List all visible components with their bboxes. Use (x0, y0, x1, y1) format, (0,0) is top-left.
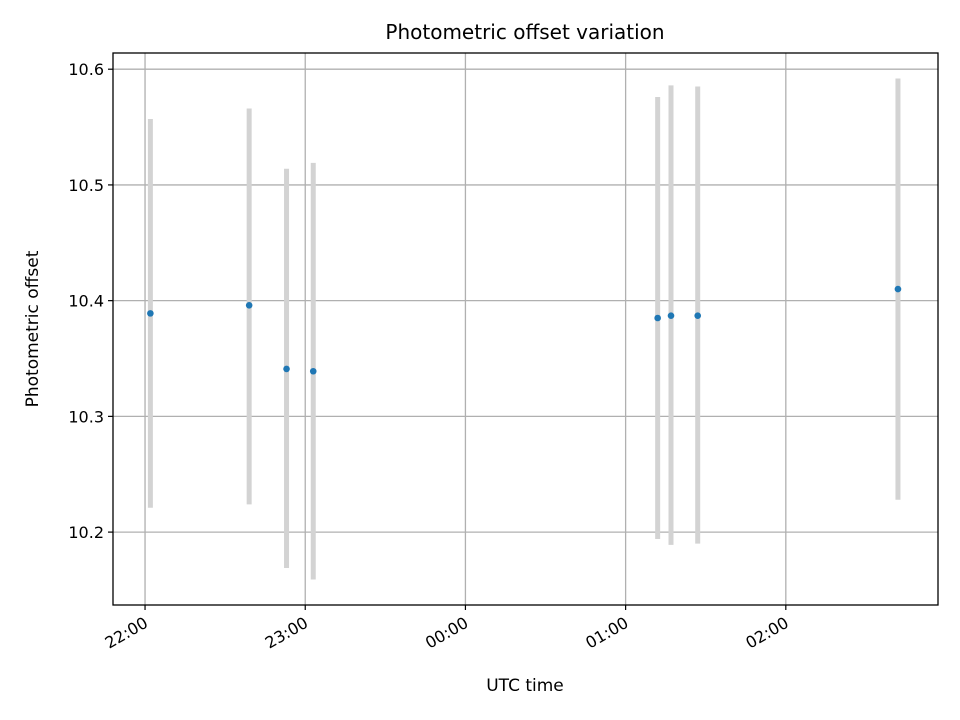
axes-frame (112, 52, 939, 606)
data-point (654, 314, 661, 322)
data-point (309, 367, 317, 375)
y-tick-label: 10.2 (68, 523, 104, 542)
data-point (694, 312, 702, 319)
data-point (245, 301, 253, 309)
data-point (283, 365, 290, 373)
data-point (147, 310, 154, 317)
chart-title: Photometric offset variation (385, 20, 664, 44)
x-axis-label: UTC time (486, 676, 564, 696)
y-tick-label: 10.4 (68, 292, 104, 311)
y-tick-label: 10.6 (68, 60, 104, 79)
data-point (894, 285, 902, 293)
data-point (667, 312, 675, 319)
y-axis-label: Photometric offset (23, 250, 43, 407)
y-tick-label: 10.3 (68, 407, 104, 426)
y-tick-label: 10.5 (68, 176, 104, 195)
